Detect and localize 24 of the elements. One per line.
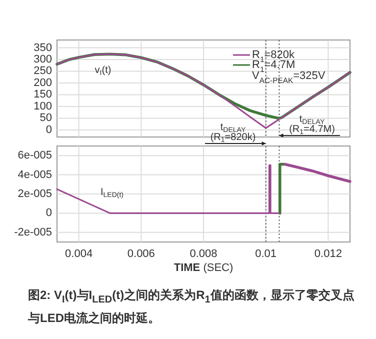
y-tick-label: 0 [46, 207, 52, 220]
y-tick-label: 100 [34, 100, 52, 112]
y-tick-label: 4e-005 [18, 168, 52, 181]
annotation: I$_{LED(t)}$ [100, 186, 124, 199]
x-tick-label: 0.012 [314, 248, 342, 260]
annotation: t$_{DELAY}$ (R$_{1}$=4.7M) [289, 114, 335, 136]
y-tick-label: 2e-005 [18, 188, 52, 200]
annotation: v$_{I}$(t) [94, 64, 112, 77]
y-tick-label: 200 [34, 76, 52, 89]
text: 图2: V$_{I}$(t)与I$_{LED}$(t)之间的关系为R$_{1}$值的函数，显示了零交叉点与LED电流之间的时延。 [28, 288, 354, 326]
x-tick-label: 0.004 [65, 248, 93, 260]
y-tick-label: 150 [34, 88, 52, 101]
y-tick-label: 250 [34, 65, 52, 78]
annotation: t$_{DELAY}$ (R$_{1}$=820k) [210, 122, 256, 144]
x-tick-label: 0.01 [255, 248, 277, 260]
y-tick-label: 350 [34, 42, 52, 54]
y-tick-label: 300 [34, 53, 52, 66]
x-tick-label: 0.008 [190, 248, 218, 260]
y-tick-label: 50 [40, 112, 52, 124]
y-tick-label: -2e-005 [14, 226, 52, 238]
y-tick-label: 6e-005 [18, 150, 52, 162]
x-axis-title: TIME (SEC) [174, 262, 234, 274]
x-tick-label: 0.006 [127, 248, 155, 260]
y-tick-label: 0 [46, 124, 52, 136]
